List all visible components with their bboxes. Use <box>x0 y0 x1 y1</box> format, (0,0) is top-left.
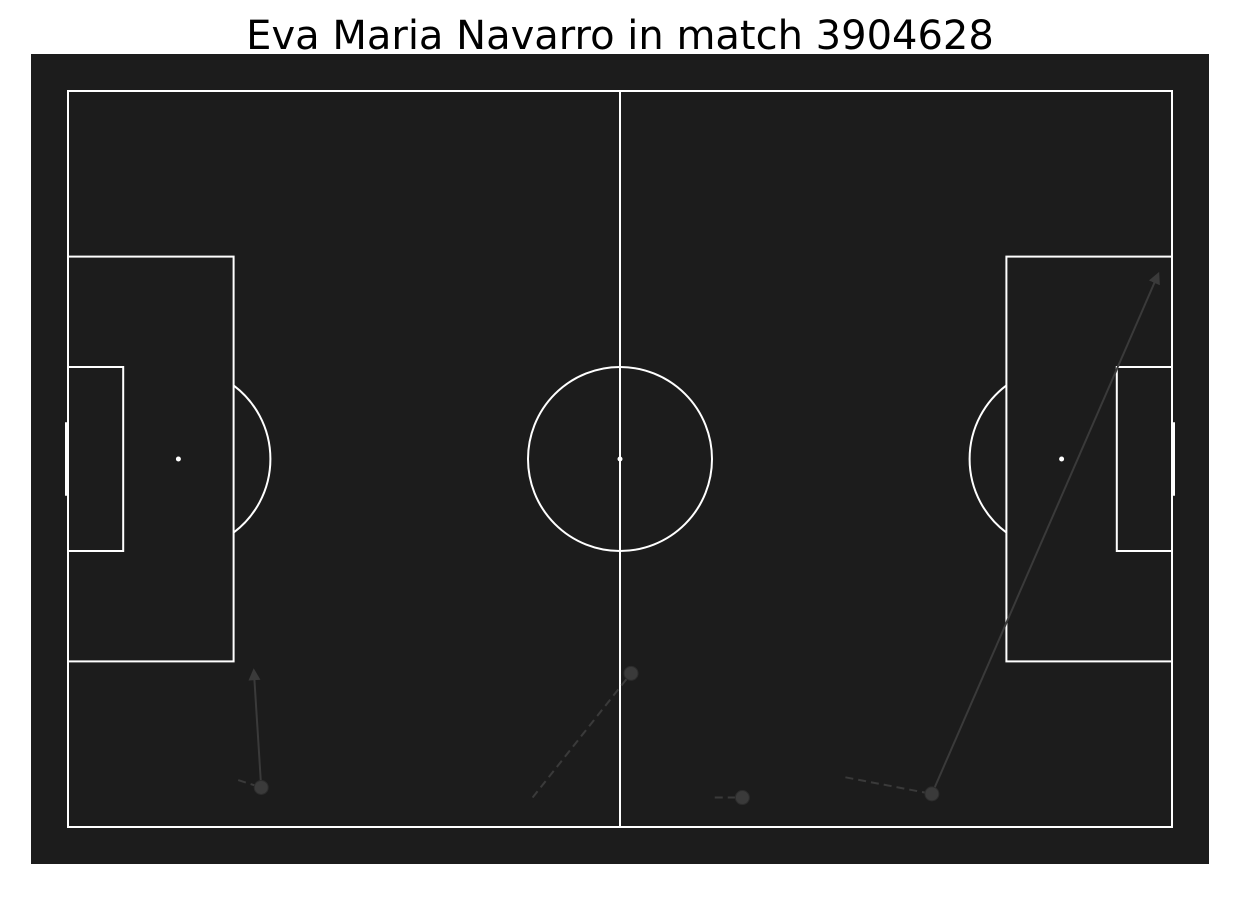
right-penalty-spot <box>1059 456 1065 462</box>
event-point-3 <box>924 786 940 802</box>
right-penalty-arc <box>968 384 1008 534</box>
events-layer <box>237 271 1160 806</box>
event-point-0 <box>253 779 269 795</box>
pass-arrow-0 <box>248 668 263 788</box>
pass-arrow-3 <box>930 271 1160 795</box>
left-penalty-arc <box>232 384 272 534</box>
event-point-1 <box>623 665 639 681</box>
center-circle <box>527 366 713 552</box>
chart-title: Eva Maria Navarro in match 3904628 <box>246 13 994 59</box>
left-penalty-spot <box>175 456 181 462</box>
center-spot <box>617 456 623 462</box>
carry-line-3 <box>845 776 933 795</box>
carry-line-1 <box>531 672 632 799</box>
event-point-2 <box>734 790 750 806</box>
pitch-markings <box>65 90 1175 828</box>
